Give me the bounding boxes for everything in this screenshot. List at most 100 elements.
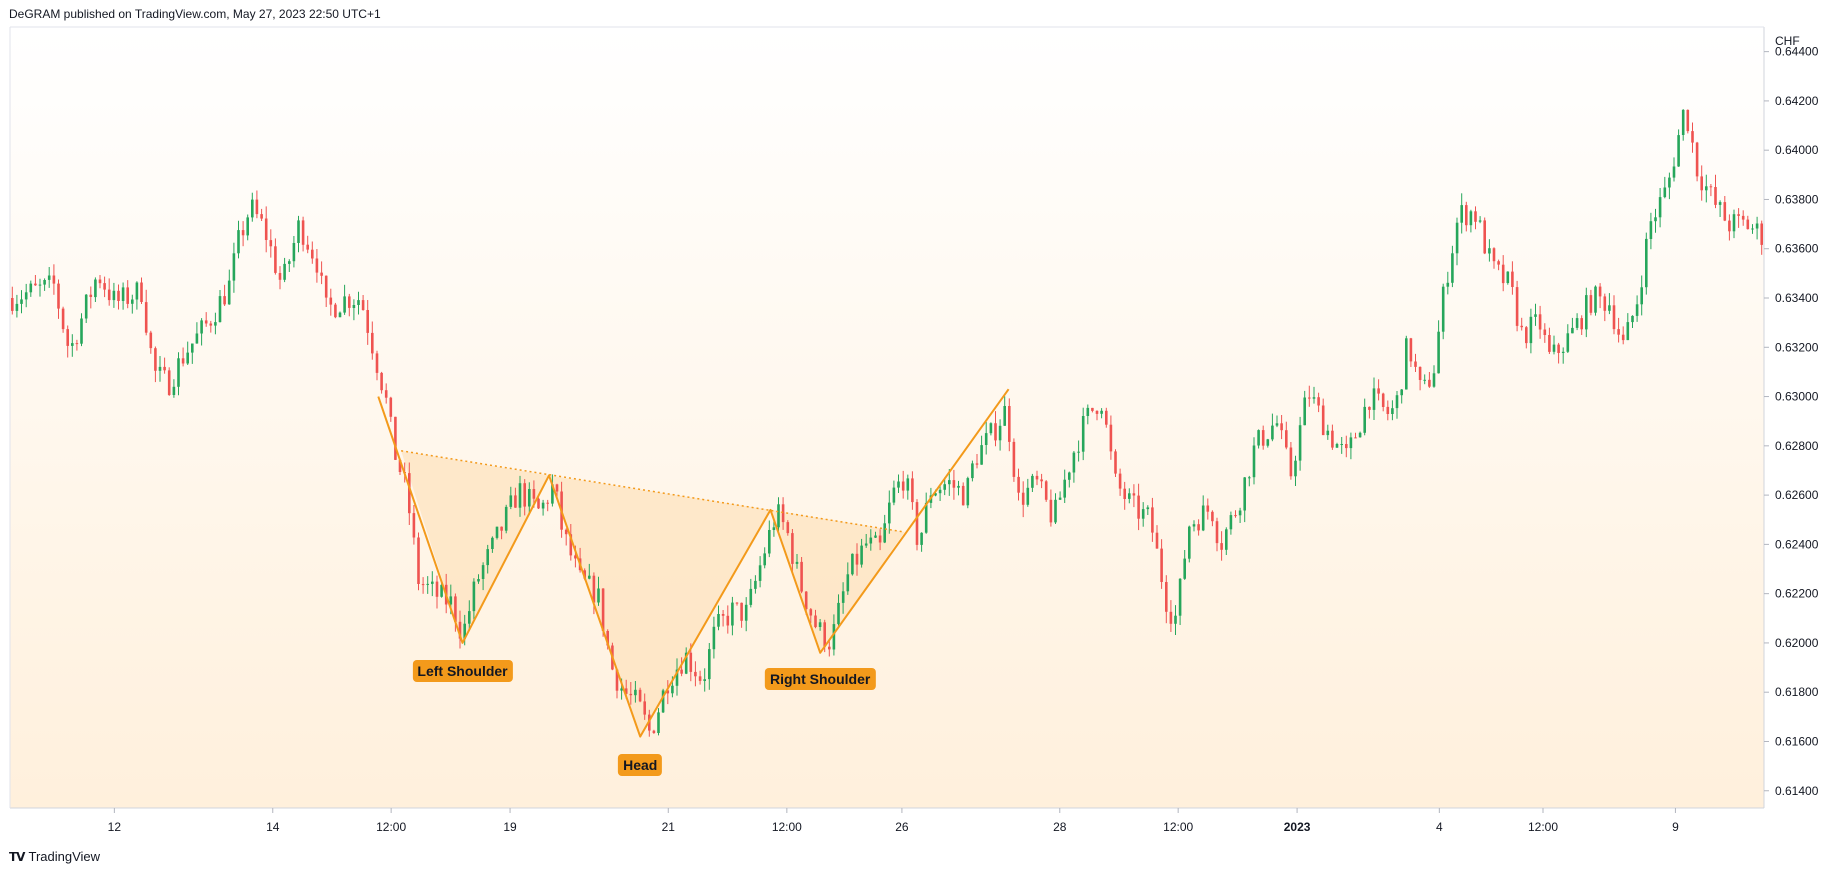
candle-body bbox=[89, 294, 93, 297]
y-tick-label: 0.63200 bbox=[1775, 340, 1819, 354]
candle-body bbox=[1238, 510, 1242, 516]
left-shoulder-label[interactable]: Left Shoulder bbox=[412, 660, 513, 683]
candle-body bbox=[306, 244, 309, 250]
candle-body bbox=[408, 473, 411, 514]
candle-body bbox=[1225, 529, 1228, 550]
candle-body bbox=[352, 305, 356, 308]
candle-body bbox=[172, 386, 176, 395]
footer[interactable]: 𝗧𝗩 TradingView bbox=[9, 849, 100, 864]
candle-body bbox=[657, 712, 660, 733]
candle-body bbox=[71, 343, 74, 346]
candle-body bbox=[481, 565, 485, 579]
candle-body bbox=[11, 298, 14, 311]
candle-body bbox=[1312, 397, 1316, 399]
candle-body bbox=[1492, 248, 1496, 262]
candle-body bbox=[75, 343, 79, 345]
y-tick-label: 0.63600 bbox=[1775, 242, 1819, 256]
candle-body bbox=[1058, 497, 1062, 500]
candle-body bbox=[768, 530, 771, 554]
pattern-zigzag-line[interactable] bbox=[377, 388, 1010, 738]
candle-body bbox=[1635, 304, 1639, 316]
candle-body bbox=[181, 358, 185, 364]
footer-brand: TradingView bbox=[28, 849, 101, 864]
head-label[interactable]: Head bbox=[618, 753, 663, 776]
candle-body bbox=[1552, 344, 1556, 352]
candle-body bbox=[140, 282, 143, 302]
candle-body bbox=[283, 263, 286, 280]
candle-body bbox=[1483, 220, 1486, 254]
candle-body bbox=[698, 676, 702, 681]
candle-body bbox=[260, 214, 263, 219]
candle-body bbox=[620, 688, 623, 691]
candle-body bbox=[1298, 425, 1302, 461]
candle-body bbox=[1695, 142, 1699, 177]
candle-body bbox=[551, 484, 554, 504]
candle-body bbox=[532, 489, 536, 499]
y-tick-label: 0.62000 bbox=[1775, 636, 1819, 650]
candle-body bbox=[1248, 477, 1251, 479]
candle-body bbox=[52, 275, 56, 284]
candle-body bbox=[934, 493, 937, 496]
candle-body bbox=[29, 283, 33, 293]
candle-body bbox=[1691, 131, 1694, 143]
candle-body bbox=[1732, 214, 1736, 232]
right-shoulder-label[interactable]: Right Shoulder bbox=[765, 667, 876, 690]
candle-body bbox=[680, 669, 683, 674]
candle-body bbox=[624, 688, 628, 694]
candle-body bbox=[20, 299, 23, 304]
candle-body bbox=[371, 332, 374, 354]
pattern-layer bbox=[377, 388, 1010, 738]
candle-body bbox=[1335, 444, 1339, 448]
candle-body bbox=[1488, 248, 1491, 254]
time-axis[interactable]: 12 14 12:00 19 21 12:00 26 28 12:00 2023 4 12:00 9 bbox=[108, 808, 1679, 834]
candle-body bbox=[223, 296, 226, 305]
candle-body bbox=[186, 352, 189, 364]
candle-body bbox=[1317, 397, 1320, 406]
tradingview-logo-icon: 𝗧𝗩 bbox=[9, 849, 26, 864]
candle-body bbox=[357, 300, 360, 305]
candle-body bbox=[301, 220, 305, 245]
candle-body bbox=[855, 553, 859, 565]
candle-body bbox=[57, 283, 60, 309]
candle-body bbox=[1501, 264, 1505, 284]
candle-body bbox=[417, 537, 420, 584]
candle-body bbox=[394, 416, 397, 460]
candle-body bbox=[135, 282, 139, 300]
y-tick-label: 0.63400 bbox=[1775, 291, 1819, 305]
y-tick-label: 0.63800 bbox=[1775, 192, 1819, 206]
candle-body bbox=[1128, 493, 1131, 499]
candle-body bbox=[375, 353, 379, 373]
price-axis[interactable]: 0.64400 0.64200 0.64000 0.63800 0.63600 0.634… bbox=[1764, 45, 1819, 798]
y-tick-label: 0.61800 bbox=[1775, 685, 1819, 699]
candle-body bbox=[384, 390, 388, 398]
candle-body bbox=[1289, 447, 1293, 477]
candle-body bbox=[1280, 423, 1283, 431]
candle-body bbox=[666, 690, 670, 694]
candle-body bbox=[1178, 578, 1182, 616]
candle-body bbox=[1044, 481, 1048, 500]
candle-body bbox=[1118, 473, 1122, 489]
candle-body bbox=[1381, 393, 1385, 407]
y-tick-label: 0.62400 bbox=[1775, 537, 1819, 551]
candle-body bbox=[232, 253, 236, 281]
x-tick-label: 12:00 bbox=[772, 820, 802, 834]
candle-body bbox=[948, 480, 951, 485]
candle-body bbox=[546, 502, 549, 504]
candle-body bbox=[495, 526, 499, 538]
candle-body bbox=[94, 279, 97, 298]
candle-body bbox=[1663, 187, 1667, 198]
candle-body bbox=[380, 372, 383, 391]
candle-body bbox=[472, 581, 476, 612]
candle-body bbox=[588, 575, 591, 579]
candle-body bbox=[1534, 314, 1537, 317]
candle-body bbox=[463, 623, 466, 639]
candle-body bbox=[888, 502, 891, 524]
candle-body bbox=[541, 502, 545, 509]
candle-body bbox=[1095, 410, 1099, 414]
candle-body bbox=[537, 498, 540, 509]
candle-body bbox=[809, 609, 813, 616]
candle-body bbox=[901, 481, 905, 491]
candle-body bbox=[1681, 109, 1685, 135]
candle-body bbox=[1437, 331, 1440, 374]
